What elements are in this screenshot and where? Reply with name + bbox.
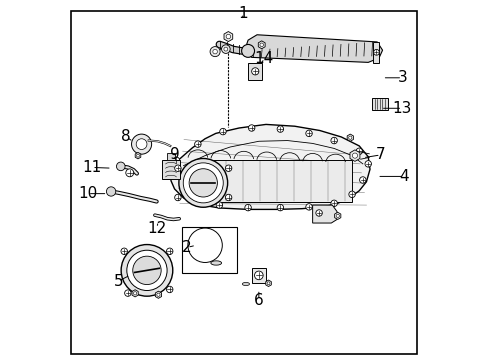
Polygon shape <box>371 98 387 110</box>
Circle shape <box>189 169 217 197</box>
Text: 8: 8 <box>121 130 131 144</box>
Text: 6: 6 <box>253 293 263 308</box>
Circle shape <box>125 169 133 177</box>
Text: 10: 10 <box>78 186 97 201</box>
Bar <box>247 63 262 80</box>
Polygon shape <box>132 290 138 297</box>
Circle shape <box>225 34 230 39</box>
Polygon shape <box>346 134 353 141</box>
Circle shape <box>132 256 161 284</box>
Circle shape <box>251 68 258 75</box>
Circle shape <box>219 129 226 135</box>
Polygon shape <box>258 41 264 49</box>
Circle shape <box>364 161 371 167</box>
Text: 12: 12 <box>147 221 166 235</box>
Bar <box>201 160 351 202</box>
Polygon shape <box>155 291 161 298</box>
Circle shape <box>277 204 283 211</box>
Circle shape <box>136 139 147 149</box>
Bar <box>372 41 379 63</box>
Circle shape <box>266 282 269 285</box>
Circle shape <box>225 165 231 171</box>
Circle shape <box>277 126 283 132</box>
Circle shape <box>212 49 217 54</box>
Polygon shape <box>135 152 141 159</box>
Circle shape <box>173 157 179 163</box>
Text: 7: 7 <box>375 147 385 162</box>
Bar <box>182 226 237 273</box>
Circle shape <box>121 244 172 296</box>
Circle shape <box>248 125 254 131</box>
Circle shape <box>241 44 254 57</box>
Circle shape <box>225 194 231 201</box>
Circle shape <box>166 286 173 293</box>
Bar <box>162 159 180 179</box>
Bar <box>251 268 265 283</box>
Polygon shape <box>265 280 271 287</box>
Circle shape <box>157 293 160 296</box>
Circle shape <box>244 204 251 211</box>
Circle shape <box>221 45 230 53</box>
Circle shape <box>183 173 190 180</box>
Circle shape <box>260 43 263 46</box>
Circle shape <box>352 153 357 158</box>
Circle shape <box>359 177 366 183</box>
Text: 13: 13 <box>392 101 411 116</box>
Text: 4: 4 <box>399 169 408 184</box>
Circle shape <box>174 194 181 201</box>
Circle shape <box>335 214 339 217</box>
Circle shape <box>305 204 312 210</box>
Circle shape <box>216 202 222 208</box>
Circle shape <box>192 195 199 202</box>
Circle shape <box>194 141 201 147</box>
Polygon shape <box>224 32 232 41</box>
Circle shape <box>373 49 379 55</box>
Ellipse shape <box>210 261 221 265</box>
Circle shape <box>183 163 223 203</box>
Circle shape <box>116 162 125 171</box>
Polygon shape <box>349 150 359 161</box>
Circle shape <box>224 47 227 51</box>
Text: 9: 9 <box>169 147 179 162</box>
Circle shape <box>348 136 351 139</box>
Ellipse shape <box>242 282 249 285</box>
Text: 5: 5 <box>113 274 123 289</box>
Circle shape <box>124 290 131 296</box>
Text: 2: 2 <box>182 240 192 255</box>
Circle shape <box>315 210 322 216</box>
Circle shape <box>210 46 220 57</box>
Circle shape <box>254 271 263 280</box>
Polygon shape <box>244 35 382 62</box>
Text: 14: 14 <box>254 50 273 66</box>
Text: 3: 3 <box>397 70 407 85</box>
Bar <box>167 153 174 159</box>
Text: 1: 1 <box>237 6 247 21</box>
Circle shape <box>174 165 181 171</box>
Circle shape <box>126 250 167 291</box>
Circle shape <box>348 191 355 198</box>
Circle shape <box>305 130 312 136</box>
Circle shape <box>179 158 227 207</box>
Circle shape <box>136 154 139 157</box>
Polygon shape <box>334 212 340 220</box>
Text: 11: 11 <box>82 160 102 175</box>
Circle shape <box>133 292 137 295</box>
Circle shape <box>330 200 337 207</box>
Circle shape <box>131 134 151 154</box>
Circle shape <box>330 137 337 144</box>
Polygon shape <box>171 125 369 210</box>
Circle shape <box>355 148 362 154</box>
Polygon shape <box>312 205 336 223</box>
Circle shape <box>121 248 127 255</box>
Circle shape <box>166 248 173 255</box>
Circle shape <box>106 187 116 196</box>
